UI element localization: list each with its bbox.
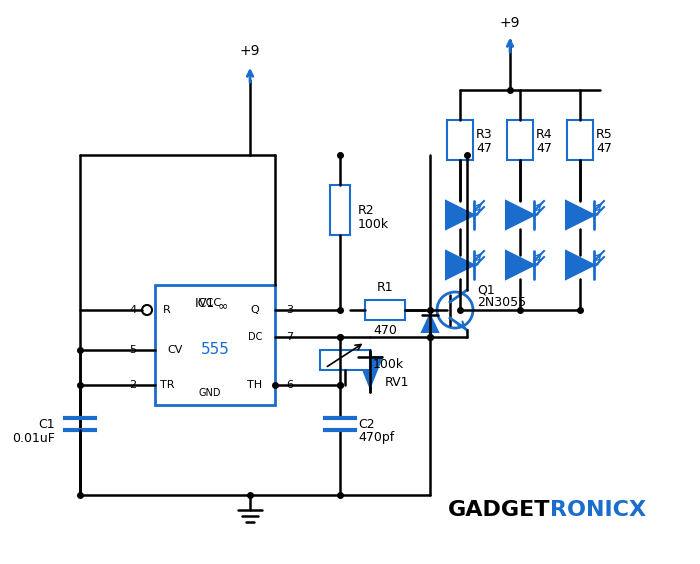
- Text: R4: R4: [536, 129, 552, 142]
- Polygon shape: [358, 357, 382, 387]
- Text: 7: 7: [286, 332, 293, 342]
- Bar: [155, 285, 275, 405]
- Polygon shape: [422, 315, 438, 332]
- Polygon shape: [506, 251, 534, 279]
- Polygon shape: [506, 201, 534, 229]
- Text: C2: C2: [358, 417, 374, 430]
- Text: 47: 47: [596, 142, 612, 155]
- Text: RONICX: RONICX: [550, 500, 646, 520]
- Text: 100k: 100k: [358, 218, 389, 231]
- Text: 47: 47: [536, 142, 552, 155]
- Text: R3: R3: [476, 129, 493, 142]
- Text: 100k: 100k: [373, 359, 404, 372]
- Text: Q: Q: [251, 305, 260, 315]
- Text: 0.01uF: 0.01uF: [12, 431, 55, 444]
- Text: +9: +9: [500, 16, 520, 30]
- Text: CV: CV: [167, 345, 183, 355]
- Bar: [330, 185, 350, 235]
- Text: 4: 4: [130, 305, 136, 315]
- Text: Q1: Q1: [477, 284, 495, 297]
- Text: RV1: RV1: [385, 376, 410, 389]
- Text: C1: C1: [38, 417, 55, 430]
- Bar: [320, 350, 370, 370]
- Text: GND: GND: [199, 388, 221, 398]
- Polygon shape: [566, 251, 594, 279]
- Bar: [365, 300, 405, 320]
- Text: 555: 555: [201, 342, 230, 358]
- Text: TH: TH: [247, 380, 262, 390]
- Text: 470: 470: [373, 324, 397, 337]
- Text: 6: 6: [286, 380, 293, 390]
- Polygon shape: [446, 251, 474, 279]
- Text: R5: R5: [596, 129, 612, 142]
- Text: 470pf: 470pf: [358, 431, 394, 444]
- Bar: [507, 120, 533, 160]
- Text: R2: R2: [358, 204, 374, 217]
- Text: VCC: VCC: [198, 298, 222, 308]
- Bar: [447, 120, 473, 160]
- Text: TR: TR: [160, 380, 174, 390]
- Text: 5: 5: [130, 345, 136, 355]
- Text: 3: 3: [286, 305, 293, 315]
- Text: GADGET: GADGET: [447, 500, 550, 520]
- Text: +9: +9: [239, 44, 260, 58]
- Text: 47: 47: [476, 142, 492, 155]
- Text: DC: DC: [248, 332, 262, 342]
- Text: R: R: [163, 305, 171, 315]
- Polygon shape: [446, 201, 474, 229]
- Text: 2: 2: [130, 380, 136, 390]
- Text: IC1: IC1: [195, 297, 215, 310]
- Text: 2N3055: 2N3055: [477, 296, 526, 309]
- Polygon shape: [566, 201, 594, 229]
- Text: ∞: ∞: [218, 299, 228, 312]
- Bar: [567, 120, 593, 160]
- Text: R1: R1: [377, 281, 393, 294]
